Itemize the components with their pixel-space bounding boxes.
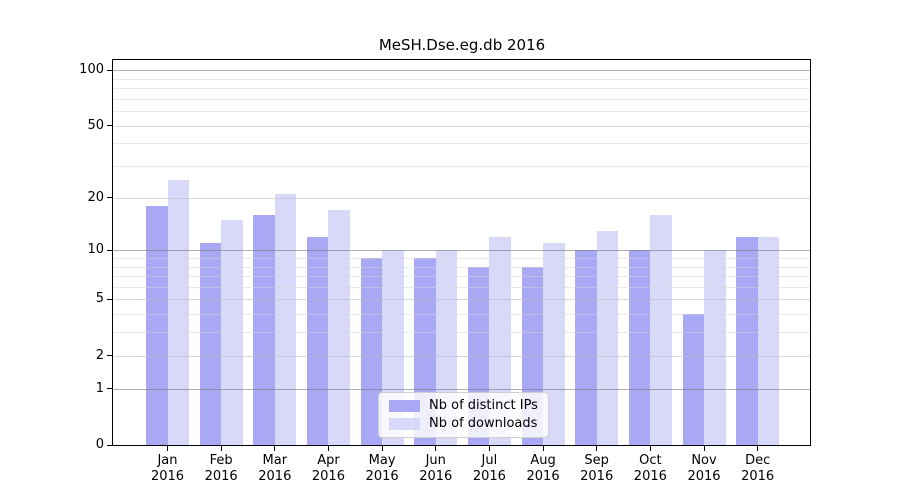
x-tick-label: Jul 2016 (472, 453, 506, 484)
gridline-minor (113, 314, 810, 316)
legend-label-distinct-ips: Nb of distinct IPs (429, 398, 538, 413)
x-axis-tick (703, 446, 705, 451)
x-tick-label: May 2016 (365, 453, 399, 484)
y-tick-label: 0 (95, 437, 104, 452)
y-axis-tick (107, 197, 113, 199)
gridline-minor (113, 78, 810, 80)
gridline-minor (113, 88, 810, 90)
gridline (113, 125, 810, 127)
x-axis-tick (167, 446, 168, 451)
x-tick-label: Feb 2016 (204, 453, 238, 484)
x-tick-label: Dec 2016 (741, 453, 775, 484)
y-tick-label: 20 (87, 189, 104, 205)
x-axis-tick (488, 446, 490, 451)
legend-item-distinct-ips: Nb of distinct IPs (389, 399, 538, 413)
gridline-minor (113, 286, 810, 288)
bar-nb-of-downloads-dec (757, 236, 780, 445)
y-tick-label: 50 (87, 117, 104, 133)
bar-nb-of-distinct-ips-nov (682, 314, 704, 445)
y-axis-tick (107, 388, 113, 390)
y-axis-tick (107, 444, 113, 446)
y-axis-tick (107, 249, 113, 251)
legend-label-downloads: Nb of downloads (429, 416, 538, 431)
y-tick-label: 5 (95, 291, 104, 307)
bar-nb-of-distinct-ips-oct (628, 250, 651, 445)
x-axis-tick (649, 446, 651, 451)
legend-swatch-distinct-ips (389, 400, 420, 412)
gridline (113, 355, 810, 357)
gridline-minor (113, 98, 810, 100)
y-tick-label: 2 (95, 347, 104, 363)
bar-nb-of-downloads-mar (274, 193, 297, 445)
y-tick-label: 1 (95, 380, 104, 396)
y-axis-tick (107, 355, 113, 357)
gridline-minor (113, 111, 810, 113)
gridline-minor (113, 257, 810, 259)
bar-nb-of-downloads-feb (221, 219, 243, 445)
gridline-minor (113, 143, 810, 145)
y-axis-tick (107, 298, 113, 300)
x-tick-label: Sep 2016 (580, 453, 614, 484)
x-axis-tick (327, 446, 329, 451)
gridline (113, 299, 810, 301)
x-tick-label: Jan 2016 (150, 453, 185, 484)
bar-nb-of-distinct-ips-feb (199, 243, 222, 445)
bar-nb-of-distinct-ips-jan (146, 205, 168, 445)
gridline-major (113, 70, 810, 72)
x-axis-tick (596, 446, 598, 451)
x-axis-tick (220, 446, 222, 451)
bar-nb-of-downloads-jan (167, 180, 189, 445)
legend-item-downloads: Nb of downloads (389, 417, 538, 431)
y-tick-label: 10 (87, 242, 104, 258)
gridline (113, 197, 810, 199)
bar-nb-of-downloads-nov (704, 250, 726, 445)
bar-nb-of-distinct-ips-may (360, 257, 383, 445)
gridline-major (113, 388, 810, 390)
bar-nb-of-distinct-ips-sep (575, 250, 597, 445)
chart-title: MeSH.Dse.eg.db 2016 (378, 36, 546, 54)
x-axis-tick (435, 446, 437, 451)
x-tick-label: Nov 2016 (687, 453, 721, 484)
y-axis-tick (107, 69, 113, 71)
x-axis-tick (274, 446, 276, 451)
bar-nb-of-distinct-ips-mar (253, 214, 275, 445)
legend: Nb of distinct IPs Nb of downloads (378, 392, 549, 438)
gridline-minor (113, 266, 810, 268)
y-tick-label: 100 (79, 62, 104, 78)
bar-nb-of-downloads-sep (596, 230, 619, 445)
x-tick-label: Oct 2016 (633, 453, 667, 484)
x-axis-tick (542, 446, 544, 451)
x-tick-label: Mar 2016 (258, 453, 292, 484)
x-tick-label: Jun 2016 (419, 453, 453, 484)
gridline-minor (113, 276, 810, 278)
legend-swatch-downloads (389, 418, 420, 430)
gridline-minor (113, 332, 810, 334)
bar-nb-of-downloads-oct (650, 214, 672, 445)
x-tick-label: Apr 2016 (311, 453, 345, 484)
x-axis-tick (757, 446, 759, 451)
gridline-minor (113, 166, 810, 168)
bar-nb-of-downloads-apr (328, 210, 350, 445)
bar-nb-of-distinct-ips-dec (736, 236, 758, 445)
gridline-major (113, 250, 810, 252)
x-axis-tick (381, 446, 383, 451)
bar-nb-of-distinct-ips-apr (306, 236, 329, 445)
y-axis-tick (107, 125, 113, 127)
x-tick-label: Aug 2016 (526, 453, 560, 484)
